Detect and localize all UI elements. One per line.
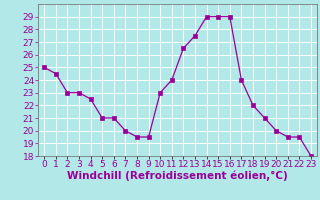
X-axis label: Windchill (Refroidissement éolien,°C): Windchill (Refroidissement éolien,°C) [67,171,288,181]
